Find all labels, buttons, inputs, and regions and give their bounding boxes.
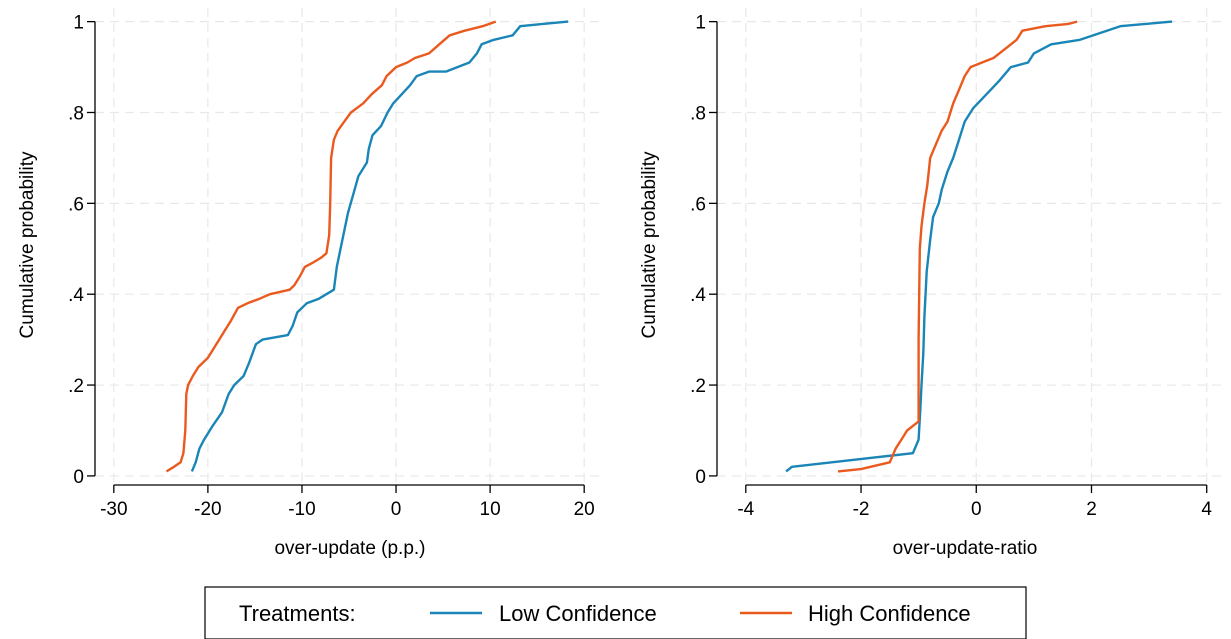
- right-series-low-confidence: [785, 20, 1173, 473]
- left-y-axis-label: Cumulative probability: [17, 151, 38, 338]
- left-panel: 0 .2 .4 .6 .8 1 -30 -20 -10 0 10 20 over-update (p.…: [17, 8, 603, 559]
- right-x-tick-label: -2: [853, 499, 870, 520]
- right-x-tick-label: 2: [1086, 499, 1097, 520]
- left-x-tick-label: 10: [480, 499, 501, 520]
- left-y-tick-label: .2: [68, 376, 84, 397]
- left-grid: [95, 8, 603, 485]
- left-x-tick-label: -10: [288, 499, 315, 520]
- right-y-tick-label: 1: [695, 13, 706, 34]
- left-y-tick-label: 0: [73, 467, 84, 488]
- left-series: [165, 20, 569, 473]
- legend: Treatments: Low Confidence High Confiden…: [204, 586, 1027, 639]
- right-panel: 0 .2 .4 .6 .8 1 -4 -2 0 2 4 over-update-ratio Cumu…: [639, 8, 1224, 559]
- right-series-high-confidence: [837, 20, 1078, 473]
- left-y-tick-label: 1: [73, 13, 84, 34]
- right-x-tick-label: 4: [1201, 499, 1212, 520]
- legend-box: [204, 586, 1027, 639]
- left-y-tick-label: .8: [68, 103, 84, 124]
- right-y-tick-label: 0: [695, 467, 706, 488]
- right-x-axis-label: over-update-ratio: [893, 538, 1038, 559]
- left-x-axis-label: over-update (p.p.): [274, 538, 425, 559]
- left-x-tick-label: -30: [100, 499, 127, 520]
- legend-label-low-confidence: Low Confidence: [499, 601, 657, 626]
- legend-title: Treatments:: [239, 601, 356, 626]
- right-grid: [717, 8, 1224, 485]
- left-series-low-confidence: [190, 20, 569, 472]
- right-series: [785, 20, 1173, 473]
- right-y-tick-label: .2: [690, 376, 706, 397]
- legend-label-high-confidence: High Confidence: [808, 601, 971, 626]
- right-y-tick-label: .8: [690, 103, 706, 124]
- left-y-tick-label: .6: [68, 194, 84, 215]
- right-y-tick-label: .6: [690, 194, 706, 215]
- left-y-tick-label: .4: [68, 285, 84, 306]
- left-x-tick-label: -20: [194, 499, 221, 520]
- left-x-tick-label: 20: [574, 499, 595, 520]
- left-series-high-confidence: [165, 20, 497, 473]
- right-y-tick-label: .4: [690, 285, 706, 306]
- right-axes: 0 .2 .4 .6 .8 1 -4 -2 0 2 4: [690, 13, 1212, 520]
- right-x-tick-label: 0: [971, 499, 982, 520]
- left-x-tick-label: 0: [391, 499, 402, 520]
- right-x-tick-label: -4: [737, 499, 754, 520]
- right-y-axis-label: Cumulative probability: [639, 151, 660, 338]
- left-axes: 0 .2 .4 .6 .8 1 -30 -20 -10 0 10 20: [68, 13, 595, 520]
